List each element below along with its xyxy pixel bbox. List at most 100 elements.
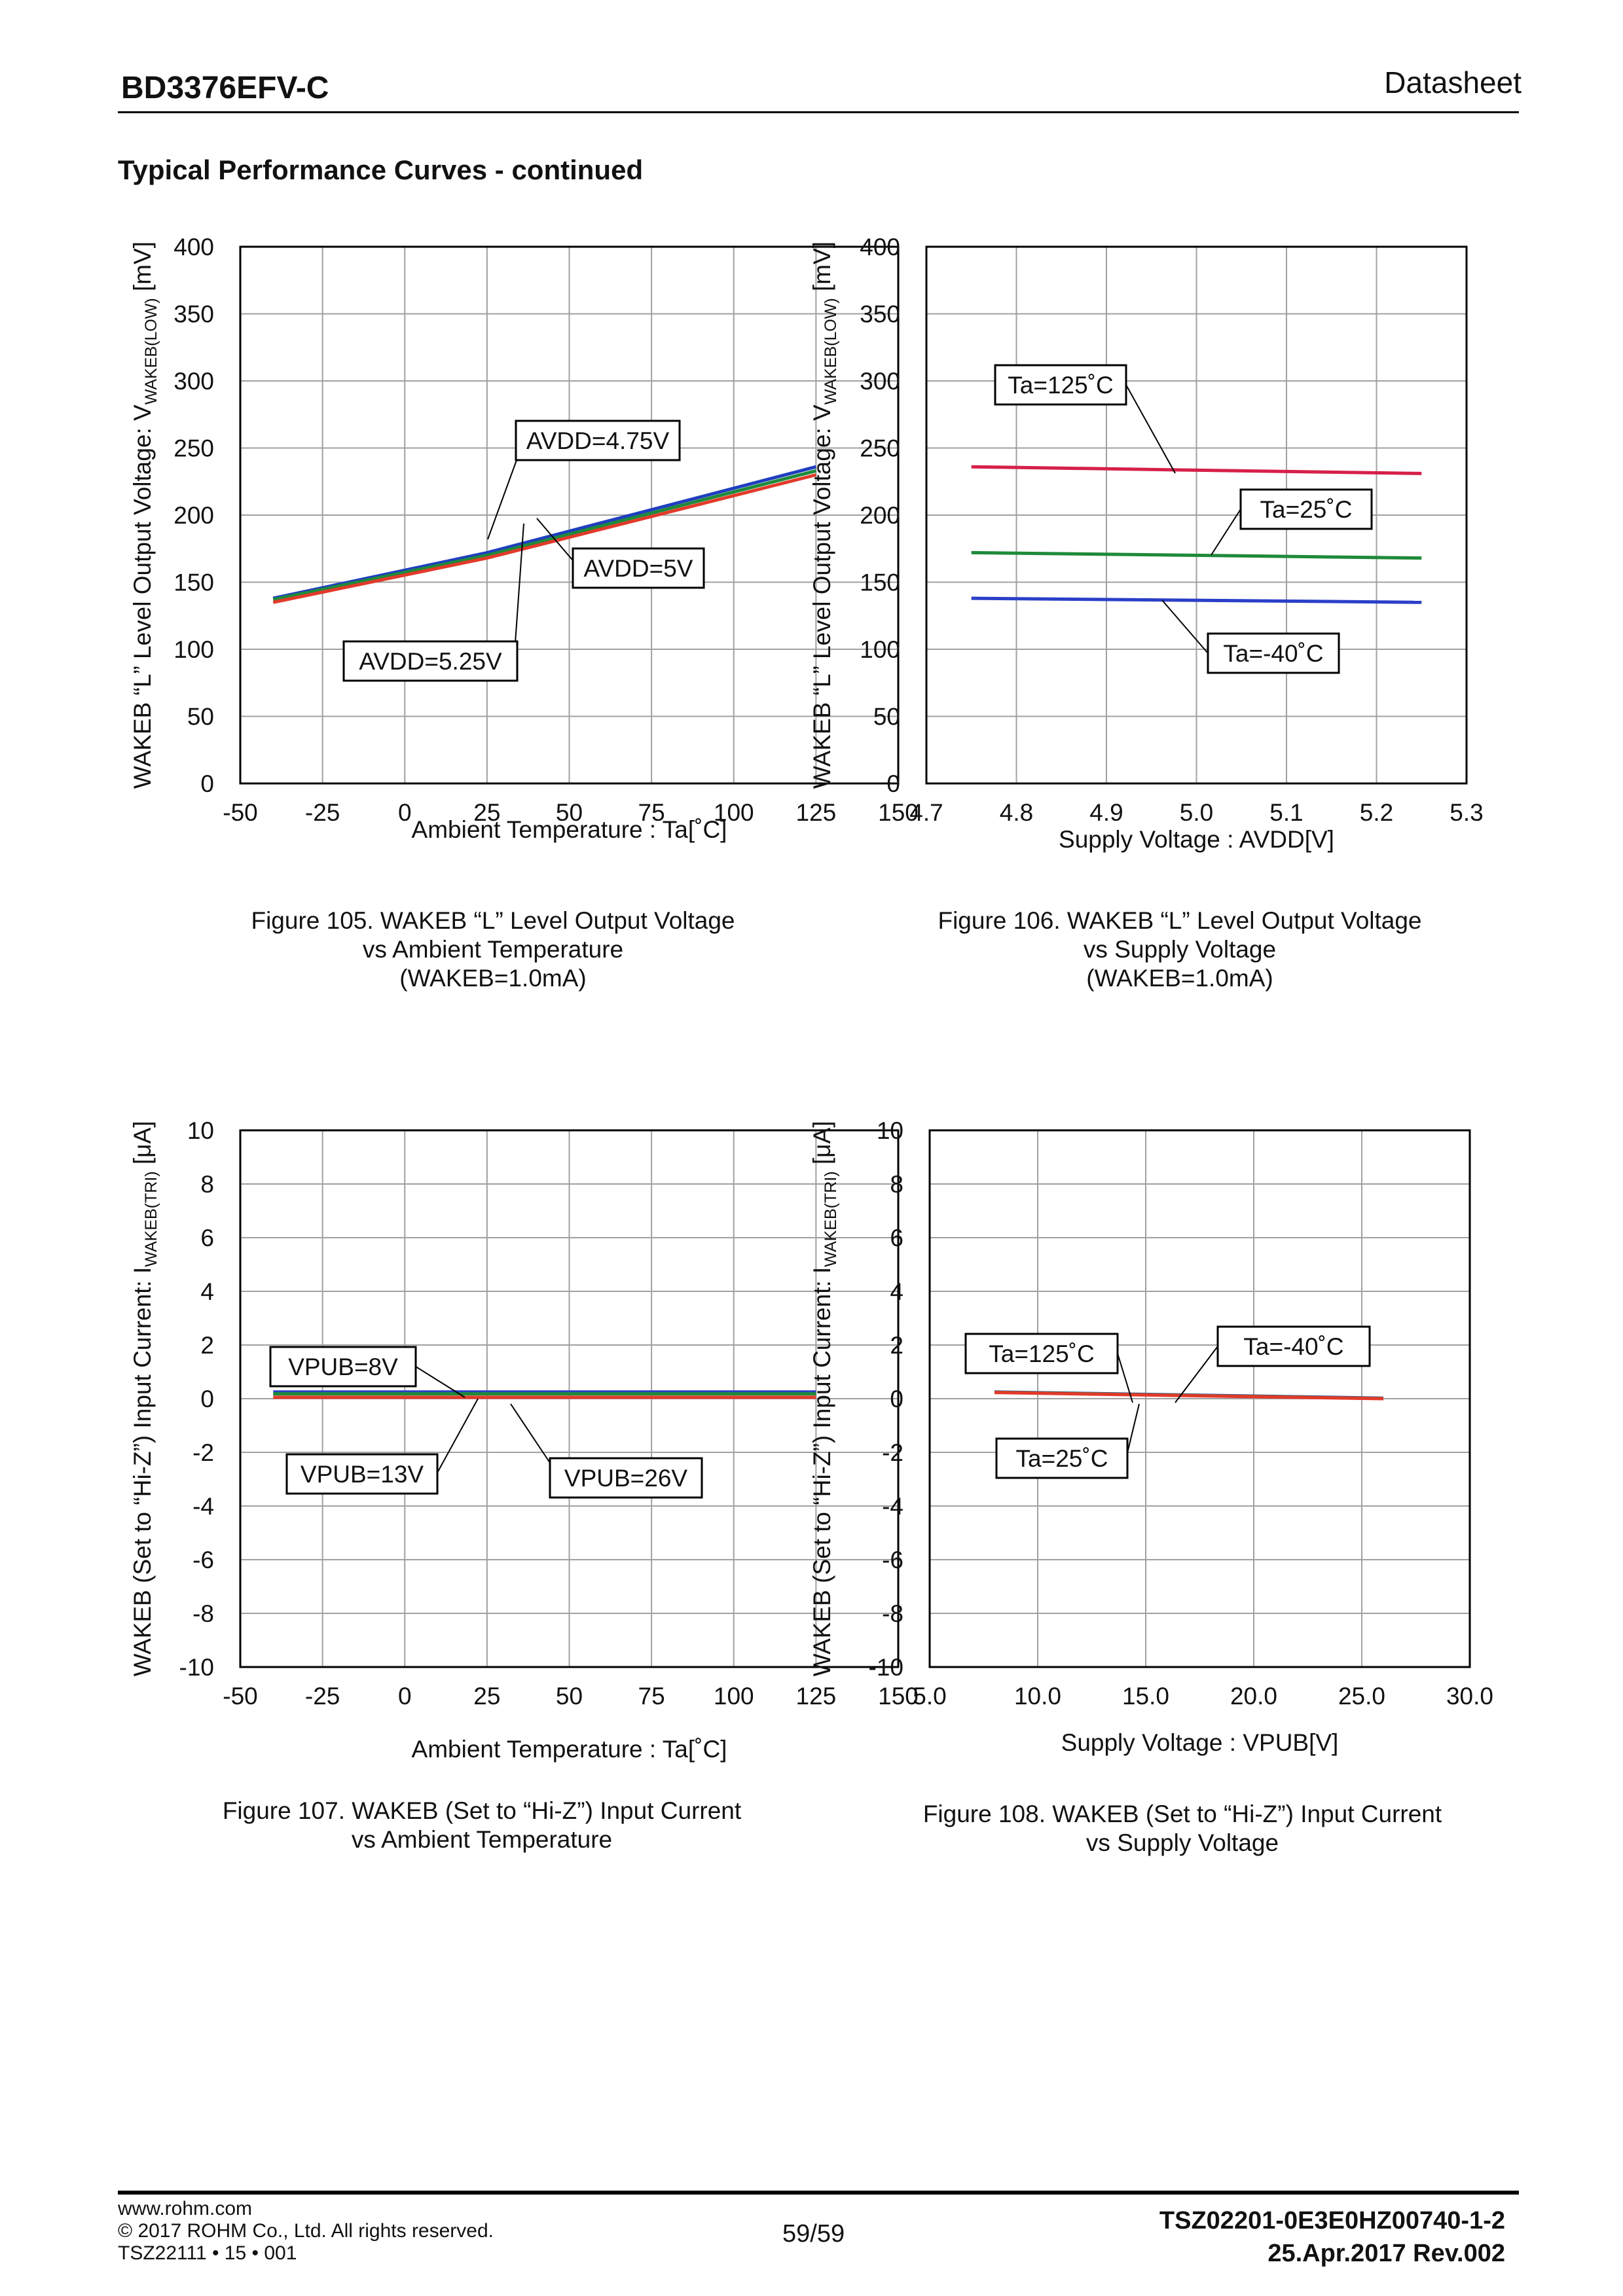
- callout-box: [515, 420, 681, 461]
- y-axis-label-unit: [μA]: [809, 1121, 835, 1172]
- callout-label: Ta=-40˚C: [1223, 640, 1323, 667]
- callout-label: AVDD=5V: [584, 555, 693, 582]
- y-tick-label: 200: [173, 502, 214, 529]
- y-axis-label-subscript: WAKEB(TRI): [142, 1171, 160, 1266]
- series-line: [971, 550, 1422, 560]
- caption-line: vs Ambient Temperature: [362, 936, 624, 963]
- y-tick-label: -10: [869, 1654, 903, 1681]
- footer-website: www.rohm.com: [118, 2198, 253, 2219]
- y-tick-label: -10: [179, 1654, 214, 1681]
- y-tick-label: 0: [886, 770, 900, 797]
- x-tick-label: 15.0: [1122, 1683, 1169, 1710]
- y-tick-label: 10: [187, 1117, 214, 1144]
- x-tick-label: 20.0: [1230, 1683, 1277, 1710]
- y-tick-label: 4: [890, 1278, 903, 1305]
- x-axis-label: Ambient Temperature : Ta[˚C]: [412, 1736, 727, 1763]
- y-tick-label: -6: [192, 1547, 214, 1573]
- y-tick-label: 0: [200, 1386, 214, 1412]
- x-tick-label: 4.7: [909, 799, 943, 826]
- y-axis-label-main: WAKEB “L” Level Output Voltage: V: [809, 404, 835, 789]
- figure-108-caption: Figure 108. WAKEB (Set to “Hi-Z”) Input …: [855, 1800, 1510, 1857]
- x-tick-label: 5.3: [1450, 799, 1483, 826]
- caption-line: Figure 107. WAKEB (Set to “Hi-Z”) Input …: [222, 1797, 742, 1824]
- y-tick-label: -2: [192, 1439, 214, 1466]
- y-tick-label: 8: [200, 1171, 214, 1198]
- series-line: [272, 469, 817, 601]
- callout-box: [994, 364, 1127, 406]
- x-tick-label: 25: [473, 799, 500, 826]
- callout-label: Ta=25˚C: [1016, 1445, 1108, 1472]
- callout-leader: [1161, 600, 1209, 654]
- caption-line: Figure 106. WAKEB “L” Level Output Volta…: [938, 907, 1422, 934]
- x-tick-label: 50: [556, 799, 583, 826]
- x-tick-label: 150: [878, 799, 919, 826]
- plot-frame: [925, 245, 1468, 785]
- x-tick-label: 0: [398, 799, 412, 826]
- y-tick-label: -2: [882, 1439, 903, 1466]
- series-line: [994, 1391, 1384, 1401]
- x-tick-label: 150: [878, 1683, 919, 1710]
- y-tick-label: 300: [860, 368, 900, 395]
- header-divider: [118, 111, 1519, 113]
- x-tick-label: -25: [305, 799, 340, 826]
- callout-leader: [1211, 509, 1241, 556]
- caption-line: (WAKEB=1.0mA): [1086, 965, 1273, 992]
- figure-106-chart: 4.7 4.8 4.9 5.0 5.1 5.2 5.3 0 50 100 150 200 250 300 3…: [809, 234, 1484, 853]
- x-tick-label: 125: [796, 1683, 837, 1710]
- x-axis-label: Ambient Temperature : Ta[˚C]: [412, 816, 727, 843]
- callout-label: AVDD=5.25V: [359, 648, 502, 675]
- y-tick-label: 400: [860, 234, 900, 260]
- callout-leader: [415, 1366, 465, 1398]
- figure-105-chart: -50 -25 0 25 50 75 100 125 150050100150200250300…: [129, 234, 919, 843]
- series-line: [272, 473, 817, 604]
- caption-line: vs Ambient Temperature: [351, 1826, 613, 1853]
- y-tick-label: 50: [187, 704, 214, 730]
- date-revision: 25.Apr.2017 Rev.002: [1267, 2240, 1505, 2267]
- section-title: Typical Performance Curves - continued: [118, 154, 644, 185]
- callout-label: Ta=125˚C: [1008, 372, 1113, 399]
- x-tick-label: 30.0: [1446, 1683, 1493, 1710]
- callout-box: [1207, 632, 1340, 674]
- y-tick-label: 10: [877, 1117, 903, 1144]
- callout-leader: [1175, 1346, 1218, 1403]
- x-tick-label: 4.8: [1000, 799, 1033, 826]
- figure-105-caption: Figure 105. WAKEB “L” Level Output Volta…: [166, 906, 820, 993]
- x-tick-label: 100: [714, 799, 754, 826]
- series-line: [971, 596, 1422, 604]
- y-axis-label-main: WAKEB (Set to “Hi-Z”) Input Current: I: [129, 1267, 156, 1677]
- document-type: Datasheet: [1384, 65, 1522, 99]
- callout-leader: [1125, 384, 1176, 474]
- y-tick-label: -8: [882, 1600, 903, 1627]
- y-axis-label: WAKEB (Set to “Hi-Z”) Input Current: IWA…: [809, 1121, 840, 1677]
- figure-107-caption: Figure 107. WAKEB (Set to “Hi-Z”) Input …: [155, 1797, 809, 1854]
- callout-leader: [437, 1398, 479, 1473]
- figure-108-chart: 5.0 10.0 15.0 20.0 25.0 30.0 -10 -8 -6 -4 -2 0 2 4 6 8 1…: [809, 1117, 1493, 1756]
- callout-box: [342, 640, 519, 682]
- callout-label: Ta=-40˚C: [1243, 1333, 1343, 1360]
- y-tick-label: 150: [860, 569, 900, 596]
- footer-code: TSZ22111 • 15 • 001: [118, 2242, 297, 2264]
- figure-107-chart: -50 -25 0 25 50 75 100 125 150-10-8-6-4-20246810…: [129, 1117, 919, 1763]
- y-tick-label: 4: [200, 1278, 214, 1305]
- series-line: [272, 465, 817, 600]
- y-tick-label: 200: [860, 502, 900, 529]
- y-tick-label: 250: [860, 435, 900, 462]
- y-tick-label: 0: [890, 1386, 903, 1412]
- callout-label: Ta=25˚C: [1260, 496, 1353, 523]
- callout-label: Ta=125˚C: [989, 1340, 1094, 1367]
- y-tick-label: 100: [173, 636, 214, 663]
- x-tick-label: 75: [638, 799, 665, 826]
- y-axis-label-main: WAKEB (Set to “Hi-Z”) Input Current: I: [809, 1267, 835, 1677]
- y-tick-label: -4: [192, 1493, 214, 1520]
- y-axis-label-subscript: WAKEB(TRI): [822, 1171, 840, 1266]
- y-tick-label: 50: [873, 704, 900, 730]
- y-tick-label: 8: [890, 1171, 903, 1198]
- y-axis-label-subscript: WAKEB(LOW): [822, 298, 840, 404]
- x-tick-label: -50: [223, 1683, 257, 1710]
- y-axis-label: WAKEB “L” Level Output Voltage: VWAKEB(L…: [809, 242, 840, 789]
- page-number: 59/59: [782, 2220, 845, 2248]
- plot-frame: [928, 1129, 1471, 1668]
- callout-leader: [1117, 1353, 1133, 1403]
- document-number: TSZ02201-0E3E0HZ00740-1-2: [1159, 2207, 1505, 2234]
- y-tick-label: -4: [882, 1493, 903, 1520]
